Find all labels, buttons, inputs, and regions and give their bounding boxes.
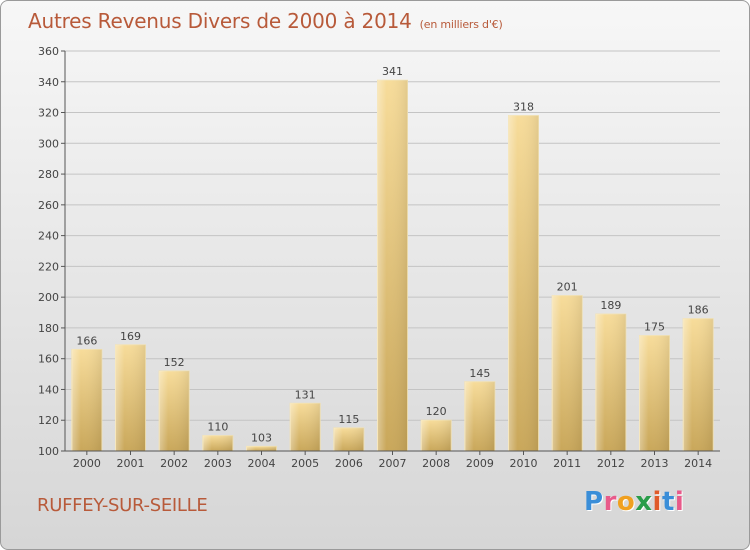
bar-shading (552, 295, 583, 451)
logo-letter: r (603, 487, 617, 517)
chart-subtitle: (en milliers d'€) (419, 18, 503, 31)
chart-title: Autres Revenus Divers de 2000 à 2014 (en … (28, 9, 503, 33)
bar-shading (159, 371, 190, 451)
bar-shading (683, 318, 714, 451)
y-tick-label: 200 (38, 291, 59, 304)
bar-value-label: 318 (513, 101, 534, 114)
bar-shading (246, 446, 277, 451)
x-tick-label: 2002 (160, 457, 188, 470)
x-tick-label: 2004 (248, 457, 276, 470)
data-labels: 166 169 152 110 103 131 115 341 120 145 318 201 189 1… (76, 65, 708, 444)
y-tick-label: 180 (38, 322, 59, 335)
y-axis: 100 120 140 160 180 200 220 240 260 280 300 320 340 3… (38, 45, 66, 458)
chart-title-text: Autres Revenus Divers de 2000 à 2014 (28, 9, 412, 33)
x-tick-label: 2008 (422, 457, 450, 470)
x-tick-label: 2012 (597, 457, 625, 470)
proxiti-logo[interactable]: Proxiti (584, 487, 684, 517)
y-tick-label: 240 (38, 230, 59, 243)
bar-value-label: 152 (164, 356, 185, 369)
bar-value-label: 110 (207, 421, 228, 434)
y-tick-label: 140 (38, 383, 59, 396)
y-tick-label: 320 (38, 107, 59, 120)
bar-value-label: 175 (644, 321, 665, 334)
y-tick-label: 280 (38, 168, 59, 181)
commune-name: RUFFEY-SUR-SEILLE (37, 495, 208, 516)
bar-shading (202, 435, 233, 451)
y-tick-label: 260 (38, 199, 59, 212)
bar-value-label: 201 (557, 281, 578, 294)
bar-value-label: 120 (426, 405, 447, 418)
y-tick-label: 220 (38, 260, 59, 273)
logo-letter: i (674, 487, 685, 517)
logo-letter: o (616, 487, 636, 517)
x-tick-label: 2013 (641, 457, 669, 470)
bar-shading (71, 349, 102, 451)
y-tick-label: 100 (38, 445, 59, 458)
x-tick-label: 2007 (379, 457, 407, 470)
bar-shading (639, 335, 670, 451)
logo-letter: P (584, 487, 604, 517)
bars (71, 79, 714, 452)
y-tick-label: 360 (38, 45, 59, 58)
x-tick-label: 2005 (291, 457, 319, 470)
logo-letter: t (661, 487, 675, 517)
bar-value-label: 169 (120, 330, 141, 343)
bar-value-label: 131 (295, 388, 316, 401)
bar-shading (595, 314, 626, 451)
bar-shading (333, 427, 364, 451)
x-tick-label: 2010 (510, 457, 538, 470)
bar-shading (377, 80, 408, 451)
x-axis: 2000 2001 2002 2003 2004 2005 2006 2007 2008 2009… (65, 450, 720, 470)
x-tick-label: 2003 (204, 457, 232, 470)
bar-value-label: 166 (76, 334, 97, 347)
y-tick-label: 120 (38, 414, 59, 427)
logo-letter: x (635, 487, 653, 517)
y-tick-label: 160 (38, 353, 59, 366)
y-tick-label: 340 (38, 76, 59, 89)
bar-value-label: 186 (688, 304, 709, 317)
x-tick-label: 2006 (335, 457, 363, 470)
bar-value-label: 341 (382, 65, 403, 78)
logo-letter: i (652, 487, 662, 517)
bar-value-label: 103 (251, 431, 272, 444)
x-tick-label: 2014 (684, 457, 712, 470)
x-tick-label: 2009 (466, 457, 494, 470)
bar-shading (421, 420, 452, 451)
y-tick-label: 300 (38, 137, 59, 150)
bar-value-label: 189 (600, 299, 621, 312)
bar-shading (464, 381, 495, 451)
bar-value-label: 145 (469, 367, 490, 380)
bar-shading (508, 115, 539, 451)
x-tick-label: 2001 (117, 457, 145, 470)
x-tick-label: 2011 (553, 457, 581, 470)
bar-value-label: 115 (338, 413, 359, 426)
bar-shading (115, 344, 146, 451)
bar-shading (290, 403, 321, 451)
x-tick-label: 2000 (73, 457, 101, 470)
